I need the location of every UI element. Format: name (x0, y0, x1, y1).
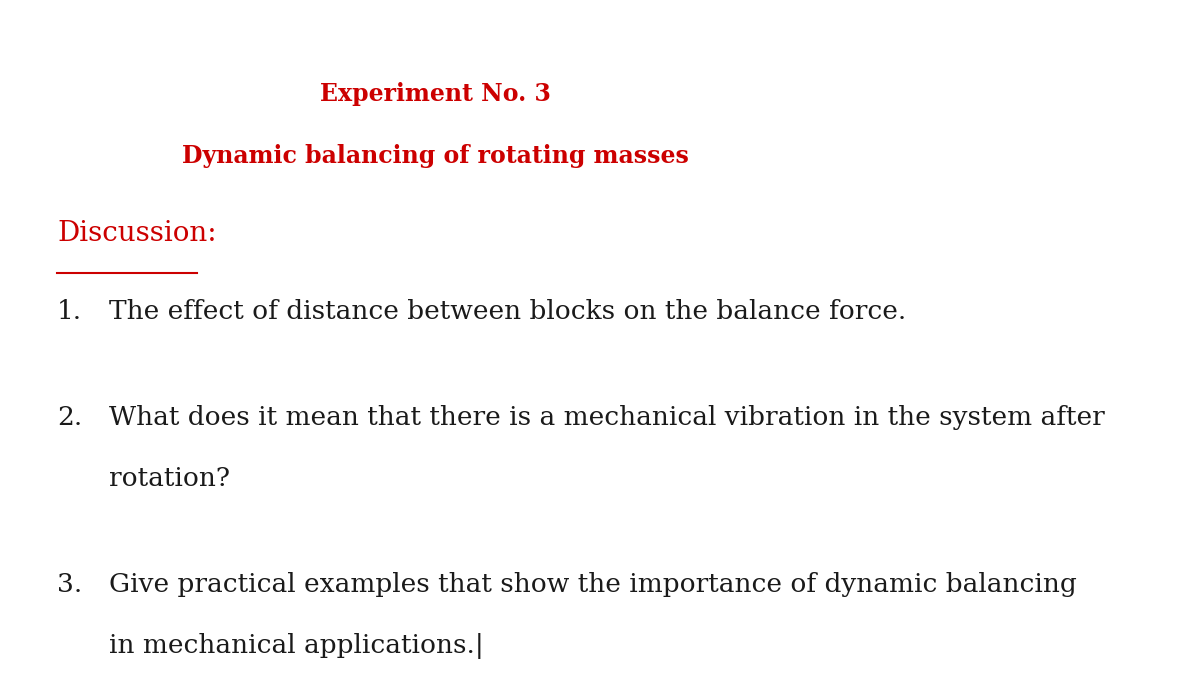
Text: rotation?: rotation? (109, 466, 230, 491)
Text: 1.: 1. (58, 299, 82, 324)
Text: Dynamic balancing of rotating masses: Dynamic balancing of rotating masses (182, 144, 689, 168)
Text: Give practical examples that show the importance of dynamic balancing: Give practical examples that show the im… (109, 572, 1076, 597)
Text: 3.: 3. (58, 572, 83, 597)
Text: What does it mean that there is a mechanical vibration in the system after: What does it mean that there is a mechan… (109, 405, 1104, 430)
Text: in mechanical applications.|: in mechanical applications.| (109, 633, 484, 659)
Text: Experiment No. 3: Experiment No. 3 (320, 82, 551, 106)
Text: The effect of distance between blocks on the balance force.: The effect of distance between blocks on… (109, 299, 906, 324)
Text: 2.: 2. (58, 405, 83, 430)
Text: Discussion:: Discussion: (58, 220, 217, 247)
